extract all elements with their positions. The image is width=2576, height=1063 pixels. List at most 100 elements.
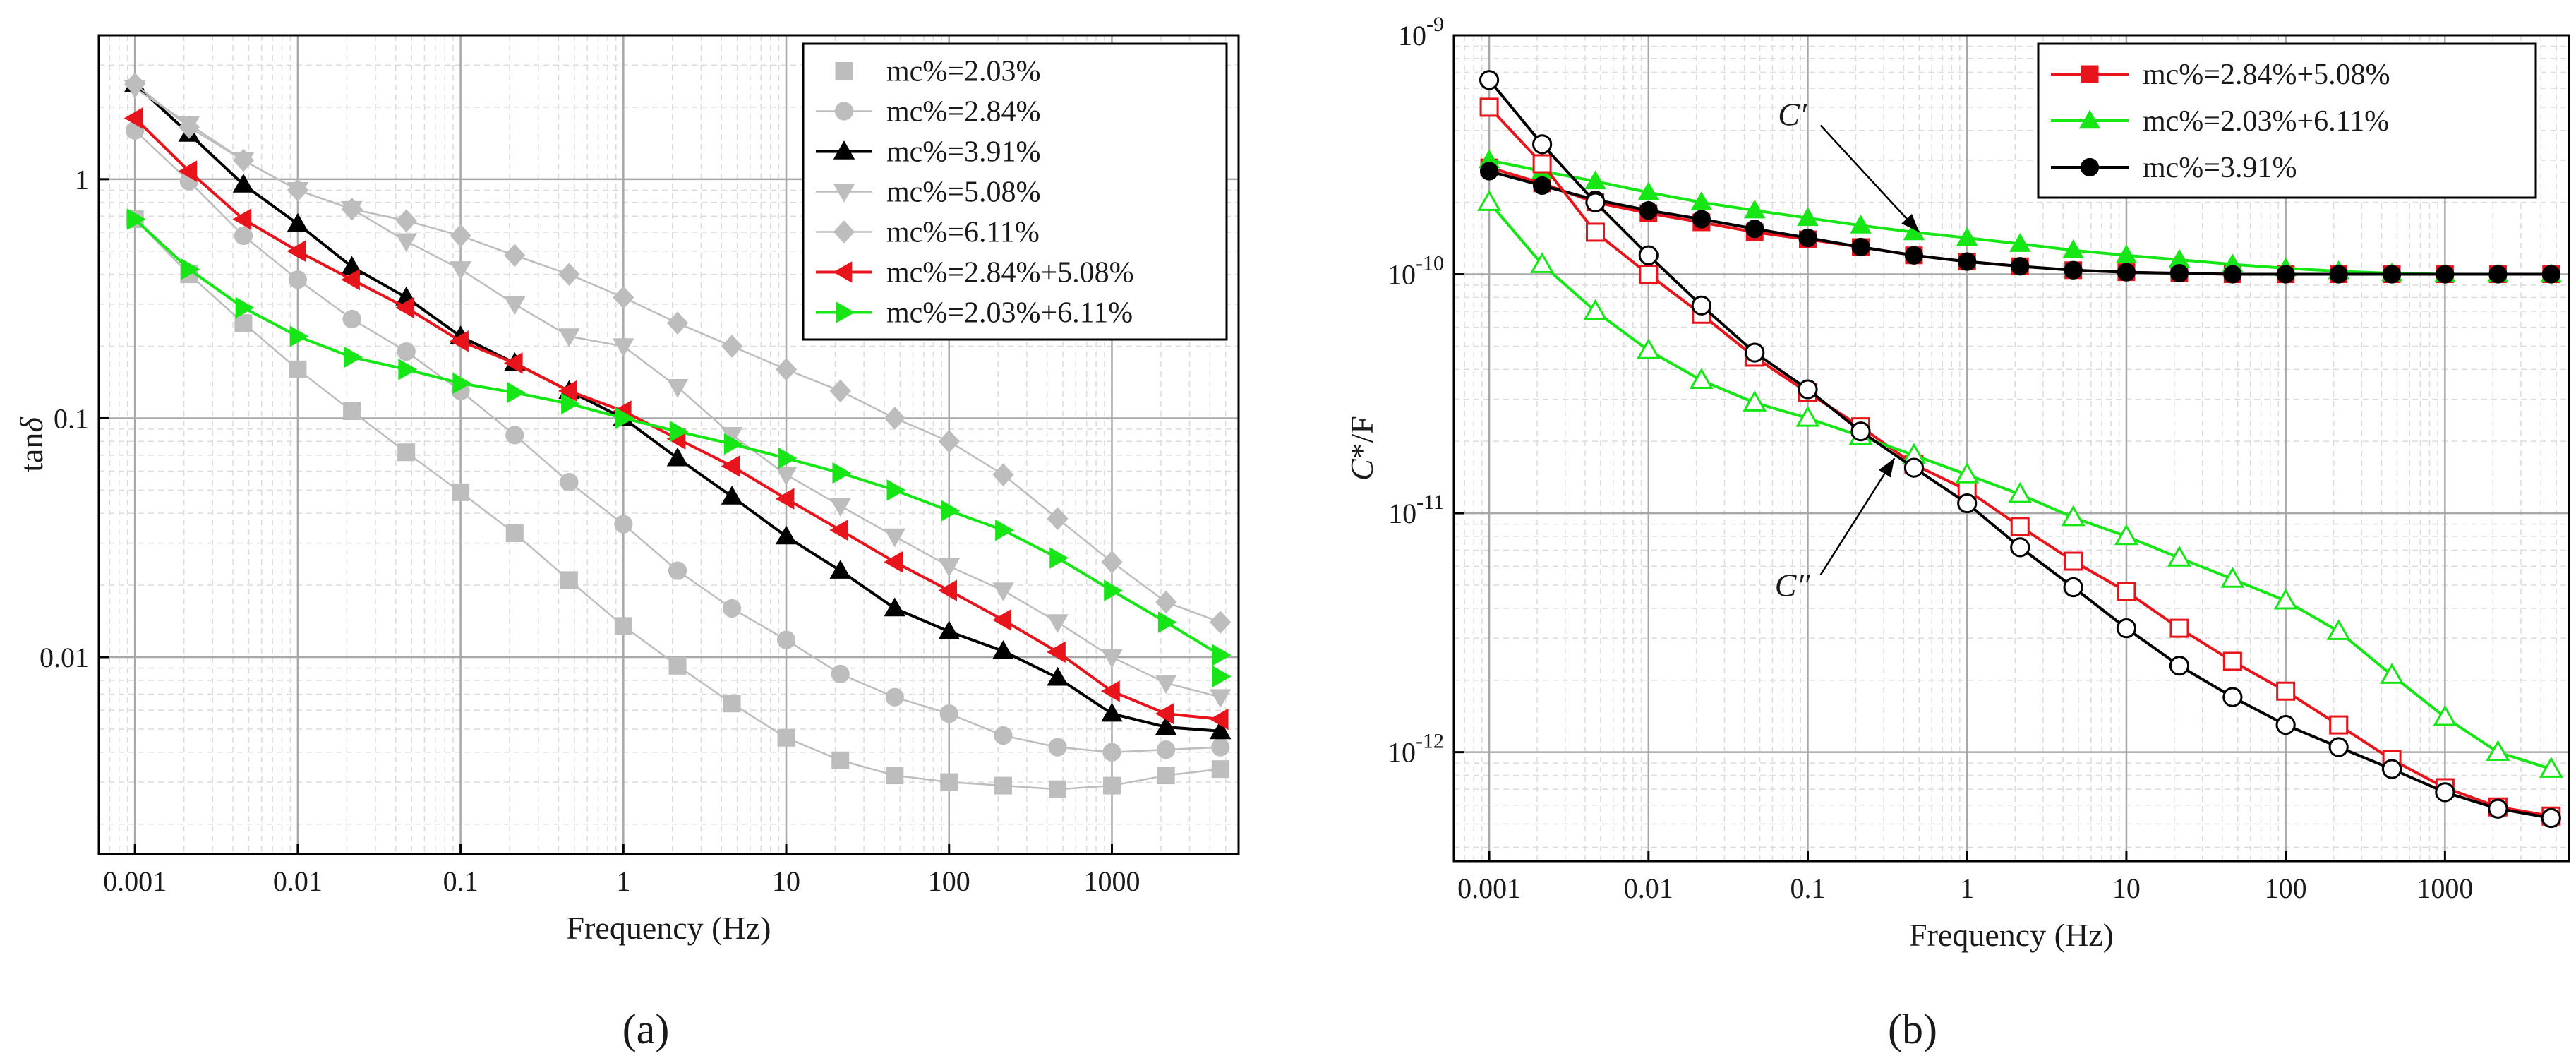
panel-b-x-tick-label: 10 xyxy=(2112,872,2141,904)
panel-a-series-mc-5p08-point xyxy=(829,498,852,517)
panel-a-series-mc-5p08-point xyxy=(558,328,580,347)
panel-b-series-mc-3p91-real-point xyxy=(1958,252,1977,271)
panel-a-series-mc-5p08-point xyxy=(1155,675,1177,694)
panel-a-legend-entry-mc-6p11-marker xyxy=(833,220,855,244)
panel-a-x-axis-label: Frequency (Hz) xyxy=(567,910,771,946)
panel-a-chart: 0.001 0.01 0.1 1 10 100 1000 0.01 0.1 1 Frequency … xyxy=(13,34,1240,946)
panel-a-series-mc-2p84-plus-5p08-point xyxy=(1155,702,1174,725)
panel-a-series-mc-5p08-point xyxy=(1209,689,1232,709)
panel-b-series-mc-2p03-plus-6p11-imag xyxy=(1477,190,2563,778)
panel-a-series-mc-2p84-point xyxy=(668,561,687,580)
panel-a-series-mc-6p11-point xyxy=(1155,590,1177,614)
panel-a-series-mc-5p08-point xyxy=(450,261,471,280)
panel-b-series-mc-2p03-plus-6p11-real-point xyxy=(2009,233,2031,252)
panel-b-series-mc-3p91-real-point xyxy=(2169,263,2189,283)
panel-b-series-mc-3p91-imag-point xyxy=(2010,537,2030,558)
panel-a-series-mc-3p91-point xyxy=(992,640,1014,659)
panel-b-series-mc-3p91-real-point xyxy=(2064,260,2083,280)
panel-b-series-mc-3p91-real-point xyxy=(1692,210,1711,229)
panel-b-series-mc-3p91-imag-point xyxy=(2488,798,2508,819)
panel-a-series-mc-3p91-point xyxy=(775,525,798,545)
panel-a-series-mc-2p03-plus-6p11-point xyxy=(886,479,906,501)
panel-a-series-mc-2p03-plus-6p11-point xyxy=(235,296,255,319)
panel-a-series-mc-2p03-plus-6p11-point xyxy=(723,433,743,455)
panel-b-series-mc-3p91-imag-point xyxy=(1638,245,1659,265)
panel-b-series-mc-3p91-imag-point xyxy=(2063,577,2083,598)
panel-a-series-mc-5p08-point xyxy=(992,582,1014,602)
panel-a-series-mc-2p84-plus-5p08-point xyxy=(178,160,198,182)
panel-a-series-mc-3p91-point xyxy=(721,486,743,505)
panel-a-series-mc-3p91-point xyxy=(666,447,689,467)
panel-b-series-mc-3p91-imag-point xyxy=(2328,737,2349,757)
panel-a-legend: mc%=2.03% mc%=2.84% mc%=3.91% mc%=5.08% mc%=… xyxy=(802,42,1228,341)
panel-b-plot-frame xyxy=(1452,34,2570,863)
panel-b-series-mc-2p03-plus-6p11-imag-point xyxy=(2114,524,2138,546)
panel-a-x-tick-label: 0.001 xyxy=(103,865,167,897)
panel-a-legend-entry-mc-2p84-plus-5p08-label: mc%=2.84%+5.08% xyxy=(886,257,1134,289)
panel-a-legend-entry-mc-2p03-plus-6p11: mc%=2.03%+6.11% xyxy=(816,297,1133,330)
panel-b-series-mc-3p91-imag-point xyxy=(1691,295,1711,316)
panel-a-series-mc-2p84-point xyxy=(1157,740,1176,759)
panel-b-series xyxy=(1477,70,2563,829)
panel-a-series-mc-2p84-plus-5p08-point xyxy=(232,208,252,230)
panel-a-series-mc-2p84-point xyxy=(1048,738,1067,757)
panel-a-series-mc-2p03-plus-6p11-point xyxy=(778,447,798,469)
panel-a-series-mc-6p11-point xyxy=(884,407,905,430)
panel-b-chart: 0.001 0.01 0.1 1 10 100 1000 10-12 10-11 10-10 10-… xyxy=(1344,13,2570,953)
panel-b-series-mc-2p03-plus-6p11-imag-point xyxy=(1743,390,1767,412)
panel-a-series-mc-2p84-point xyxy=(505,426,524,445)
panel-b-series-mc-3p91-real-point xyxy=(2223,265,2242,284)
panel-b-series-mc-2p03-plus-6p11-real-point xyxy=(1956,227,1978,246)
panel-a-series-mc-2p84-plus-5p08-point xyxy=(503,352,523,374)
panel-a-series-mc-3p91-point xyxy=(232,173,255,193)
panel-a-series-mc-2p03-plus-6p11-point xyxy=(289,325,309,347)
panel-b-series-mc-3p91-real-point xyxy=(1533,176,1552,196)
panel-a-legend-entry-mc-2p84-marker xyxy=(834,102,854,121)
panel-a-series-mc-3p91-point xyxy=(287,212,309,232)
panel-a-y-tick-label: 1 xyxy=(75,164,89,196)
panel-b-legend-entry-mc-2p03-plus-6p11-label: mc%=2.03%+6.11% xyxy=(2143,105,2389,138)
panel-a-series-mc-6p11-point xyxy=(1210,611,1232,634)
panel-a-series-mc-6p11-point xyxy=(450,224,471,248)
panel-a-series-mc-2p84-plus-5p08-point xyxy=(450,330,469,352)
panel-a-series-mc-2p03-plus-6p11-point xyxy=(126,208,146,230)
panel-b-series-mc-2p84-plus-5p08-imag-point xyxy=(2064,551,2083,571)
panel-a-series-mc-5p08-point xyxy=(395,233,417,253)
panel-b-x-tick-label: 1 xyxy=(1960,872,1974,904)
panel-b-y-tick-label: 10-10 xyxy=(1388,252,1444,291)
panel-b-y-tick-label: 10-12 xyxy=(1388,730,1444,769)
panel-a-series-mc-5p08-point xyxy=(504,296,526,316)
panel-b-series-mc-2p03-plus-6p11-imag-point xyxy=(1636,338,1661,359)
panel-a-series-mc-2p03-point xyxy=(940,773,958,791)
panel-a-series-mc-2p03-plus-6p11 xyxy=(126,208,1232,666)
panel-b-legend-entry-mc-2p84-plus-5p08: mc%=2.84%+5.08% xyxy=(2051,59,2390,91)
panel-a-series-mc-3p91-point xyxy=(1047,666,1069,686)
panel-a-series-mc-2p84-point xyxy=(776,630,796,649)
panel-b-series-mc-2p03-plus-6p11-imag-point xyxy=(2167,546,2191,567)
panel-b-legend-entry-mc-3p91-label: mc%=3.91% xyxy=(2143,152,2297,184)
panel-a-series-mc-2p03-point xyxy=(668,656,687,675)
panel-a-series-mc-5p08-point xyxy=(775,467,798,486)
panel-a-series-mc-5p08-point xyxy=(613,338,634,357)
panel-a-legend-entry-mc-2p03-plus-6p11-label: mc%=2.03%+6.11% xyxy=(886,297,1133,330)
panel-a-series-mc-6p11-point xyxy=(178,115,200,139)
panel-b-series-mc-2p84-plus-5p08-imag-point xyxy=(2222,651,2242,671)
panel-a-legend-entry-mc-3p91-label: mc%=3.91% xyxy=(886,136,1040,169)
panel-b-series-mc-3p91-imag-point xyxy=(1532,134,1553,155)
panel-a-series-mc-2p03-point xyxy=(723,695,741,713)
panel-b-series-mc-3p91-imag xyxy=(1479,70,2561,829)
panel-a-series-mc-2p84-point xyxy=(1102,743,1121,762)
panel-b-series-mc-3p91-real-point xyxy=(2276,265,2295,284)
panel-b-series-mc-3p91-real-point xyxy=(1479,162,1499,181)
panel-a-series-mc-6p11-point xyxy=(1101,550,1123,574)
panel-a-series-mc-2p84-plus-5p08-point xyxy=(341,268,360,291)
panel-a-series-mc-2p03-plus-6p11-point xyxy=(1212,644,1232,666)
panel-a-series-mc-2p03-plus-6p11-point xyxy=(669,420,689,443)
panel-b-series-mc-2p03-plus-6p11-real-point xyxy=(1743,199,1766,219)
panel-b-series-mc-2p03-plus-6p11-real-point xyxy=(1637,181,1660,200)
panel-a-series-mc-6p11-point xyxy=(613,286,634,309)
panel-b-series-mc-2p03-plus-6p11-imag-point xyxy=(2380,663,2405,684)
panel-a-series-mc-2p84-point xyxy=(614,515,633,534)
panel-b-series-mc-2p03-plus-6p11-imag-point xyxy=(1689,368,1714,390)
